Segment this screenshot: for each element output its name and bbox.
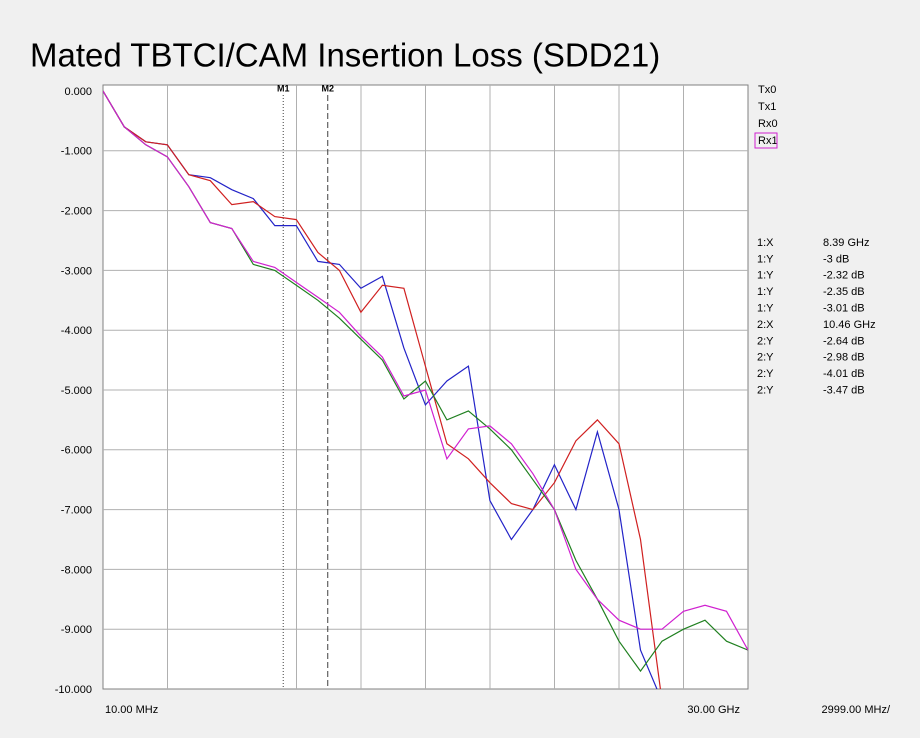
legend-entry: Tx0 — [758, 84, 776, 96]
y-tick-label: -9.000 — [61, 624, 92, 636]
y-tick-label: -2.000 — [61, 206, 92, 218]
y-tick-label: -3.000 — [61, 265, 92, 277]
readout-value: 8.39 GHz — [823, 237, 869, 249]
readout-value: -2.35 dB — [823, 286, 865, 298]
readout-value: 10.46 GHz — [823, 319, 876, 331]
readout-label: 1:Y — [757, 303, 774, 315]
legend-entry: Rx1 — [758, 135, 778, 147]
legend-entry: Tx1 — [758, 101, 776, 113]
readout-label: 1:Y — [757, 253, 774, 265]
marker-label: M1 — [277, 83, 290, 93]
y-tick-label: -7.000 — [61, 505, 92, 517]
x-tick-label: 30.00 GHz — [687, 704, 740, 716]
y-tick-label: -4.000 — [61, 325, 92, 337]
readout-label: 2:Y — [757, 368, 774, 380]
y-tick-label: -10.000 — [55, 684, 92, 696]
y-tick-label: 0.000 — [64, 86, 92, 98]
chart-title: Mated TBTCI/CAM Insertion Loss (SDD21) — [30, 37, 660, 74]
readout-label: 1:Y — [757, 286, 774, 298]
readout-value: -2.32 dB — [823, 270, 865, 282]
series-line — [103, 90, 748, 651]
y-tick-label: -1.000 — [61, 146, 92, 158]
readout-label: 1:Y — [757, 270, 774, 282]
x-scale-label: 2999.00 MHz/ — [822, 704, 891, 716]
y-tick-label: -8.000 — [61, 564, 92, 576]
readout-value: -2.64 dB — [823, 335, 865, 347]
readout-label: 2:Y — [757, 335, 774, 347]
readout-value: -3.47 dB — [823, 385, 865, 397]
readout-value: -3 dB — [823, 253, 849, 265]
y-tick-label: -5.000 — [61, 385, 92, 397]
y-tick-label: -6.000 — [61, 445, 92, 457]
readout-label: 2:Y — [757, 385, 774, 397]
readout-label: 1:X — [757, 237, 774, 249]
traces — [103, 90, 748, 689]
readout-value: -2.98 dB — [823, 352, 865, 364]
series-line — [103, 90, 658, 689]
readout-label: 2:Y — [757, 352, 774, 364]
legend-entry: Rx0 — [758, 118, 778, 130]
readout-label: 2:X — [757, 319, 774, 331]
marker-label: M2 — [321, 83, 334, 93]
series-line — [103, 90, 662, 689]
x-tick-label: 10.00 MHz — [105, 704, 158, 716]
readout-value: -3.01 dB — [823, 303, 865, 315]
legend-highlight — [754, 132, 778, 149]
readout-value: -4.01 dB — [823, 368, 865, 380]
